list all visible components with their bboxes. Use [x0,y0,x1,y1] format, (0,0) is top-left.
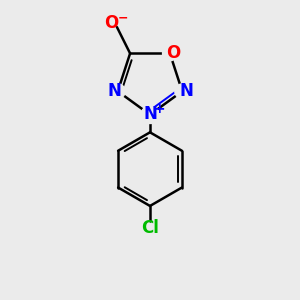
Text: O: O [166,44,181,62]
Text: O: O [104,14,119,32]
Circle shape [141,106,159,124]
Text: −: − [118,12,129,25]
Circle shape [110,84,125,99]
Circle shape [175,84,190,99]
Text: N: N [179,82,193,100]
Text: N: N [107,82,121,100]
Circle shape [163,46,177,61]
Text: +: + [153,102,165,116]
Text: Cl: Cl [141,219,159,237]
Text: N: N [144,105,158,123]
